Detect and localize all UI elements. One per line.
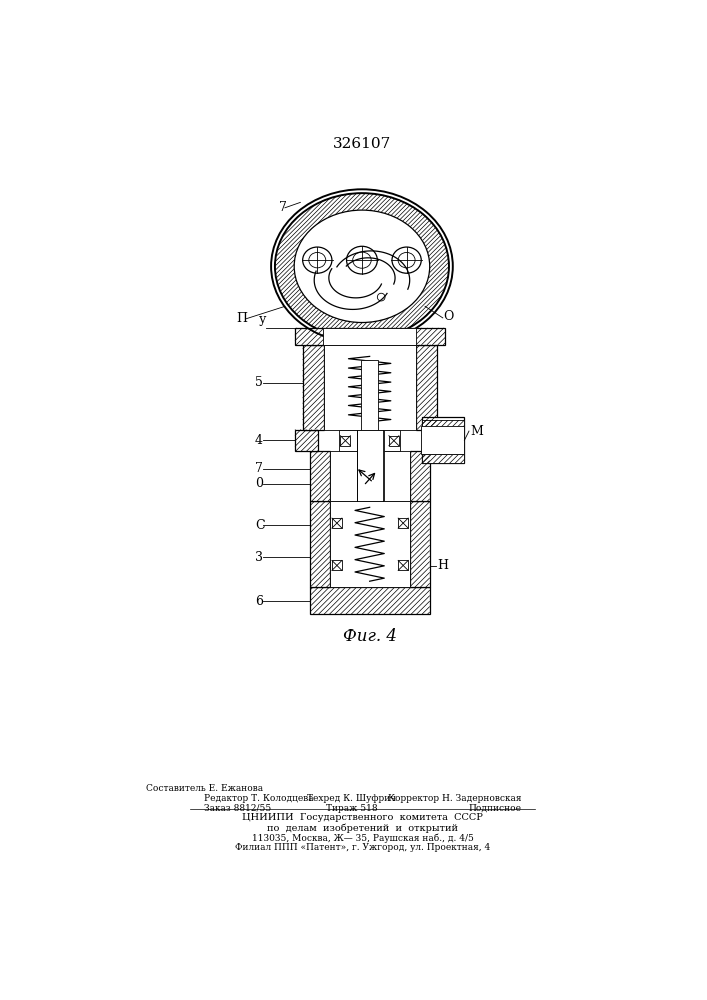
Bar [295,328,445,345]
Bar [310,587,430,614]
Ellipse shape [392,247,421,273]
Bar [422,420,464,430]
Text: 7: 7 [255,462,263,475]
Bar [324,328,416,345]
Ellipse shape [309,252,326,268]
Ellipse shape [294,210,430,323]
Bar [330,501,409,587]
Ellipse shape [275,193,449,339]
Text: Корректор Н. Задерновская: Корректор Н. Задерновская [388,794,521,803]
Bar [330,451,409,501]
Text: у: у [259,313,266,326]
Text: П: П [236,312,247,325]
Text: Подписное: Подписное [468,804,521,813]
Text: Фиг. 3: Фиг. 3 [335,359,389,376]
Bar [332,560,342,570]
Text: Н: Н [438,559,448,572]
Bar [356,430,383,501]
Text: 4: 4 [255,434,263,447]
Bar [409,451,430,501]
Text: Составитель Е. Ежанова: Составитель Е. Ежанова [146,784,263,793]
Text: по  делам  изобретений  и  открытий: по делам изобретений и открытий [267,823,458,833]
Text: Редактор Т. Колодцева: Редактор Т. Колодцева [204,794,314,803]
Bar [332,518,342,528]
Bar [325,345,416,430]
Text: 326107: 326107 [333,137,391,151]
Text: С: С [255,519,264,532]
Text: Тираж 518: Тираж 518 [326,804,378,813]
Text: 7: 7 [279,201,286,214]
Ellipse shape [398,252,415,268]
Text: Техред К. Шуфрич: Техред К. Шуфрич [308,794,397,803]
Bar [416,345,438,430]
Bar [422,430,445,451]
Bar [340,436,351,446]
Text: Заказ 8812/55: Заказ 8812/55 [204,804,271,813]
Text: 3: 3 [255,551,263,564]
Bar [295,430,318,451]
Bar [398,560,408,570]
Bar [398,518,408,528]
Bar [409,501,430,587]
Bar [422,417,464,463]
Ellipse shape [353,252,371,268]
Text: 0: 0 [255,477,263,490]
Text: О: О [443,310,453,323]
Bar [303,345,325,430]
Text: 113035, Москва, Ж— 35, Раушская наб., д. 4/5: 113035, Москва, Ж— 35, Раушская наб., д.… [252,833,474,843]
Ellipse shape [346,246,378,274]
Bar [422,454,464,463]
Text: М: М [471,425,484,438]
Bar [421,426,464,454]
Text: 6: 6 [255,595,263,608]
Bar [310,501,330,587]
Text: Фиг. 4: Фиг. 4 [343,628,397,645]
Bar [361,360,378,430]
Text: 5: 5 [255,376,263,389]
Text: ЦНИИПИ  Государственного  комитета  СССР: ЦНИИПИ Государственного комитета СССР [243,813,483,822]
Bar [339,430,400,451]
Bar [310,451,330,501]
Text: Филиал ППП «Патент», г. Ужгород, ул. Проектная, 4: Филиал ППП «Патент», г. Ужгород, ул. Про… [235,843,491,852]
Ellipse shape [303,247,332,273]
Bar [389,436,399,446]
